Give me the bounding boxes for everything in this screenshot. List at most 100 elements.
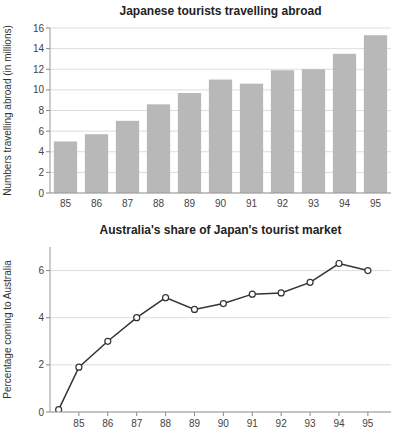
y-tick — [46, 412, 50, 413]
x-tick-label: 93 — [308, 198, 320, 209]
x-tick-label: 92 — [277, 198, 289, 209]
point — [220, 301, 226, 307]
bar — [54, 141, 77, 193]
x-tick-label: 95 — [370, 198, 382, 209]
bar — [178, 93, 201, 193]
chart-root: Japanese tourists travelling abroad Numbe… — [0, 0, 401, 438]
y-axis-line — [50, 28, 51, 193]
x-tick-label: 88 — [153, 198, 165, 209]
x-tick-label: 85 — [60, 198, 72, 209]
x-tick — [367, 412, 368, 416]
y-tick — [46, 89, 50, 90]
x-tick-label: 93 — [305, 418, 317, 429]
y-tick — [46, 270, 50, 271]
point — [365, 268, 371, 274]
bar — [302, 69, 325, 193]
bar — [85, 134, 108, 193]
grid-line — [50, 48, 391, 49]
y-tick — [46, 131, 50, 132]
x-tick — [338, 412, 339, 416]
x-tick — [223, 412, 224, 416]
point — [134, 315, 140, 321]
x-tick — [281, 412, 282, 416]
x-tick-label: 87 — [122, 198, 134, 209]
point — [56, 407, 62, 412]
bar — [116, 121, 139, 193]
y-tick-label: 0 — [38, 407, 44, 418]
y-tick — [46, 317, 50, 318]
x-tick-label: 92 — [276, 418, 288, 429]
point — [163, 295, 169, 301]
panel: Australia's share of Japan's tourist mar… — [2, 223, 391, 429]
point — [278, 290, 284, 296]
x-axis-line — [50, 193, 391, 194]
grid-line — [50, 270, 391, 271]
y-tick — [46, 151, 50, 152]
y-tick — [46, 364, 50, 365]
line — [59, 264, 368, 410]
x-tick-label: 87 — [131, 418, 143, 429]
y-tick-label: 6 — [38, 265, 44, 276]
point — [307, 279, 313, 285]
point — [191, 306, 197, 312]
grid-line — [50, 193, 391, 194]
bar — [240, 84, 263, 193]
y-tick-label: 0 — [38, 188, 44, 199]
x-tick-label: 86 — [91, 198, 103, 209]
point — [105, 338, 111, 344]
x-tick-label: 95 — [362, 418, 374, 429]
x-tick — [107, 412, 108, 416]
bar — [271, 70, 294, 193]
x-tick — [252, 412, 253, 416]
x-tick — [165, 412, 166, 416]
marks — [54, 35, 387, 193]
y-tick-label: 2 — [38, 167, 44, 178]
y-tick — [46, 28, 50, 29]
x-tick-label: 90 — [215, 198, 227, 209]
point — [249, 291, 255, 297]
bar — [147, 104, 170, 193]
x-tick-label: 88 — [160, 418, 172, 429]
title: Japanese tourists travelling abroad — [119, 4, 321, 18]
x-tick-label: 86 — [102, 418, 114, 429]
x-tick-label: 94 — [333, 418, 345, 429]
x-tick — [78, 412, 79, 416]
x-tick-label: 94 — [339, 198, 351, 209]
y-tick — [46, 48, 50, 49]
y-axis-label: Numbers travelling abroad (in millions) — [2, 25, 13, 196]
x-tick-label: 90 — [218, 418, 230, 429]
y-tick-label: 2 — [38, 359, 44, 370]
y-tick — [46, 193, 50, 194]
y-tick-label: 14 — [33, 43, 45, 54]
x-tick-label: 89 — [184, 198, 196, 209]
bar — [209, 80, 232, 193]
y-tick — [46, 172, 50, 173]
y-tick — [46, 69, 50, 70]
bar — [333, 54, 356, 193]
grid-line — [50, 412, 391, 413]
grid-line — [50, 28, 391, 29]
grid-line — [50, 364, 391, 365]
x-tick — [310, 412, 311, 416]
x-tick — [194, 412, 195, 416]
y-tick-label: 4 — [38, 146, 44, 157]
grid-line — [50, 317, 391, 318]
x-tick-label: 89 — [189, 418, 201, 429]
y-axis-label: Percentage coming to Australia — [2, 260, 13, 399]
x-tick-label: 85 — [73, 418, 85, 429]
y-tick — [46, 110, 50, 111]
marks — [56, 261, 371, 413]
y-tick-label: 12 — [33, 64, 45, 75]
x-axis-line — [50, 412, 391, 413]
x-tick-label: 91 — [247, 418, 259, 429]
y-tick-label: 8 — [38, 105, 44, 116]
panel: Japanese tourists travelling abroad Numbe… — [2, 4, 391, 209]
y-tick-label: 16 — [33, 23, 45, 34]
y-axis-line — [50, 247, 51, 412]
x-tick — [136, 412, 137, 416]
y-tick-label: 6 — [38, 126, 44, 137]
point — [76, 364, 82, 370]
bar — [364, 35, 387, 193]
x-tick-label: 91 — [246, 198, 258, 209]
y-tick-label: 10 — [33, 84, 45, 95]
